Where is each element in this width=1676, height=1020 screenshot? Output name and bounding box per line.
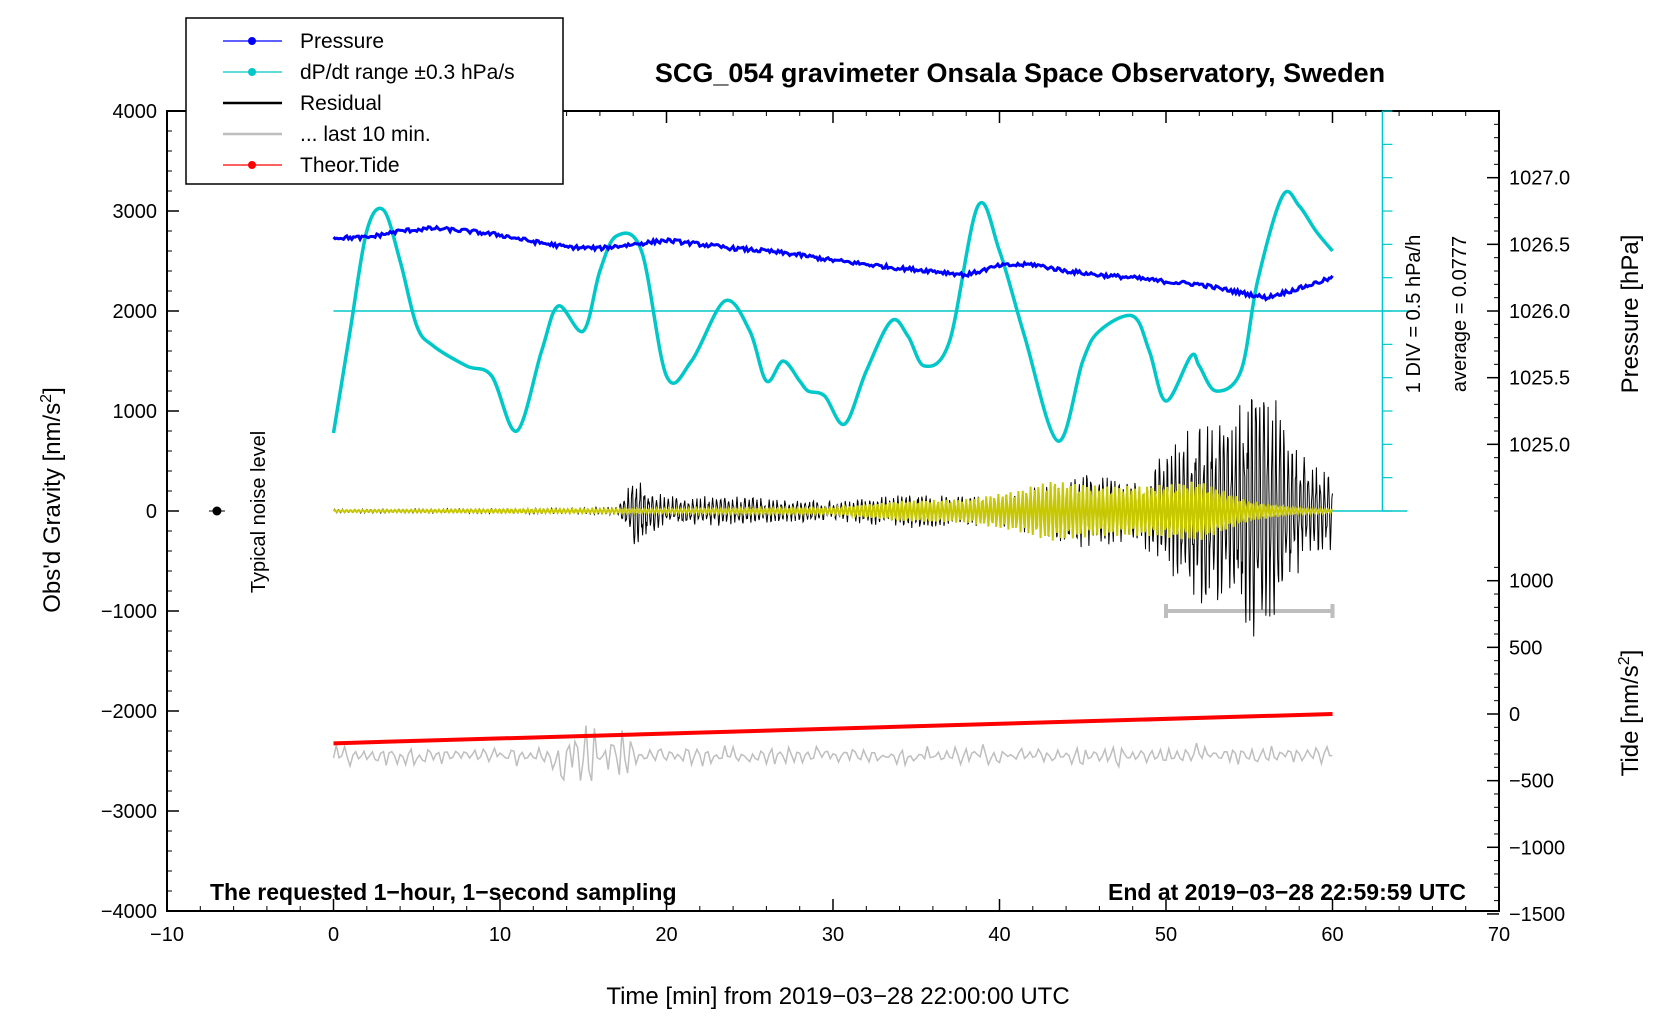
legend-items: Pressure dP/dt range ±0.3 hPa/s Residual..… (223, 30, 515, 177)
pressure-tick-label: 1025.0 (1509, 434, 1570, 456)
x-tick-label: 70 (1488, 924, 1510, 946)
x-tick-label: 0 (328, 924, 339, 946)
y-tick-label: 3000 (113, 201, 158, 223)
note-end-time: End at 2019−03−28 22:59:59 UTC (1108, 879, 1466, 905)
average-label: average = 0.0777 (1449, 236, 1471, 392)
series-layer (208, 110, 1416, 782)
legend-label: dP/dt range ±0.3 hPa/s (300, 61, 515, 84)
pressure-trace (332, 224, 1334, 302)
x-axis-ticks: −10 0 10 20 30 40 50 60 70 (150, 111, 1510, 946)
y-tick-label: −2000 (101, 701, 157, 723)
x-tick-label: 10 (489, 924, 511, 946)
legend-label: Pressure (300, 30, 384, 53)
y-axis-tide-label: Tide [nm/s2] (1616, 650, 1644, 777)
pressure-tick-label: 1026.5 (1509, 234, 1570, 256)
x-tick-label: 50 (1155, 924, 1177, 946)
tide-tick-label: −500 (1509, 771, 1554, 793)
legend-marker (248, 68, 256, 76)
filtered-residual-trace (332, 481, 1334, 541)
y-tick-label: 2000 (113, 301, 158, 323)
legend-label: ... last 10 min. (300, 123, 431, 146)
y-axis-left-ticks: 4000 3000 2000 1000 0 −1000 −2000 −3000 −4000 (101, 101, 179, 923)
y-axis-left-label: Obs'd Gravity [nm/s2] (38, 387, 66, 613)
x-axis-label: Time [min] from 2019−03−28 22:00:00 UTC (606, 983, 1069, 1010)
note-sampling: The requested 1−hour, 1−second sampling (210, 879, 677, 905)
y-tick-label: 1000 (113, 401, 158, 423)
y-tick-label: 4000 (113, 101, 158, 123)
div-scale-label: 1 DIV = 0.5 hPa/h (1403, 235, 1425, 393)
y-axis-tide-ticks: 1000 500 0 −500 −1000 −1500 (1487, 566, 1565, 926)
tide-tick-label: −1000 (1509, 837, 1565, 859)
dpdt-curve (331, 189, 1334, 443)
noise-level-label: Typical noise level (248, 431, 270, 593)
legend-label: Residual (300, 92, 382, 115)
tide-tick-label: −1500 (1509, 904, 1565, 926)
y-axis-pressure-label: Pressure [hPa] (1617, 235, 1644, 394)
x-tick-label: 20 (655, 924, 677, 946)
pressure-tick-label: 1025.5 (1509, 368, 1570, 390)
y-tick-label: 0 (146, 501, 157, 523)
legend-box (185, 17, 564, 185)
x-tick-label: 30 (822, 924, 844, 946)
x-tick-label: 60 (1321, 924, 1343, 946)
legend-marker (248, 37, 256, 45)
y-axis-pressure-ticks: 1027.0 1026.5 1026.0 1025.5 1025.0 (1487, 123, 1570, 512)
tide-tick-label: 0 (1509, 704, 1520, 726)
tide-line (333, 712, 1333, 746)
y-tick-label: −4000 (101, 901, 157, 923)
legend-marker (248, 161, 256, 169)
tide-tick-label: 1000 (1509, 571, 1554, 593)
last10-trace (332, 725, 1333, 782)
y-tick-label: −1000 (101, 601, 157, 623)
legend: Pressure dP/dt range ±0.3 hPa/s Residual..… (185, 17, 564, 185)
y-tick-label: −3000 (101, 801, 157, 823)
pressure-tick-label: 1027.0 (1509, 168, 1570, 190)
x-tick-label: 40 (988, 924, 1010, 946)
x-tick-label: −10 (150, 924, 184, 946)
legend-label: Theor.Tide (300, 154, 400, 177)
pressure-tick-label: 1026.0 (1509, 301, 1570, 323)
tide-tick-label: 500 (1509, 637, 1542, 659)
chart-title: SCG_054 gravimeter Onsala Space Observat… (655, 58, 1385, 88)
noise-marker (212, 506, 222, 516)
